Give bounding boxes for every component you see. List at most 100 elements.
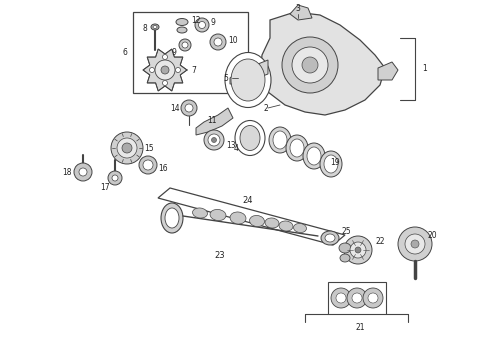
Text: 4: 4 — [233, 144, 238, 153]
Circle shape — [336, 293, 346, 303]
Text: 18: 18 — [63, 167, 72, 176]
Text: 22: 22 — [375, 238, 385, 247]
Ellipse shape — [165, 208, 179, 228]
Text: 13: 13 — [226, 140, 236, 149]
Ellipse shape — [161, 203, 183, 233]
Ellipse shape — [210, 210, 226, 221]
Circle shape — [208, 134, 220, 146]
Text: 16: 16 — [158, 163, 168, 172]
Circle shape — [344, 236, 372, 264]
Circle shape — [302, 57, 318, 73]
Circle shape — [411, 240, 419, 248]
Ellipse shape — [193, 208, 207, 218]
Circle shape — [195, 18, 209, 32]
Circle shape — [368, 293, 378, 303]
Circle shape — [175, 68, 180, 72]
Polygon shape — [230, 60, 268, 84]
Text: 12: 12 — [191, 15, 200, 24]
Ellipse shape — [307, 147, 321, 165]
Ellipse shape — [294, 224, 306, 233]
Ellipse shape — [273, 131, 287, 149]
Ellipse shape — [176, 18, 188, 26]
Text: 1: 1 — [422, 63, 427, 72]
Circle shape — [112, 175, 118, 181]
Circle shape — [139, 156, 157, 174]
Circle shape — [117, 138, 137, 158]
Text: 19: 19 — [330, 158, 340, 166]
Ellipse shape — [339, 243, 351, 253]
Circle shape — [204, 130, 224, 150]
Ellipse shape — [279, 221, 293, 231]
Text: 7: 7 — [191, 66, 196, 75]
Text: 5: 5 — [223, 73, 228, 82]
Text: 15: 15 — [144, 144, 154, 153]
Text: 3: 3 — [295, 4, 300, 13]
Circle shape — [292, 47, 328, 83]
Text: 10: 10 — [228, 36, 238, 45]
Circle shape — [331, 288, 351, 308]
Circle shape — [355, 247, 361, 253]
Circle shape — [347, 288, 367, 308]
Circle shape — [163, 54, 168, 59]
Polygon shape — [378, 62, 398, 80]
Bar — [133, 12, 248, 93]
Circle shape — [212, 138, 217, 143]
Ellipse shape — [324, 155, 338, 173]
Circle shape — [161, 66, 169, 74]
Ellipse shape — [235, 121, 265, 156]
Circle shape — [181, 100, 197, 116]
Polygon shape — [143, 49, 187, 91]
Circle shape — [350, 242, 366, 258]
Text: 21: 21 — [355, 323, 365, 332]
Circle shape — [143, 160, 153, 170]
Text: 17: 17 — [100, 183, 110, 192]
Ellipse shape — [153, 26, 157, 28]
Circle shape — [182, 42, 188, 48]
Text: 2: 2 — [263, 104, 268, 112]
Text: 20: 20 — [428, 231, 438, 240]
Circle shape — [108, 171, 122, 185]
Ellipse shape — [286, 135, 308, 161]
Circle shape — [122, 143, 132, 153]
Circle shape — [363, 288, 383, 308]
Polygon shape — [158, 188, 345, 245]
Text: 9: 9 — [210, 18, 215, 27]
Text: 25: 25 — [342, 228, 352, 237]
Circle shape — [198, 22, 205, 28]
Ellipse shape — [230, 212, 246, 224]
Ellipse shape — [249, 216, 265, 226]
Ellipse shape — [177, 27, 187, 33]
Ellipse shape — [290, 139, 304, 157]
Circle shape — [155, 60, 175, 80]
Text: 24: 24 — [243, 195, 253, 204]
Ellipse shape — [320, 151, 342, 177]
Polygon shape — [196, 108, 233, 135]
Ellipse shape — [265, 218, 279, 228]
Ellipse shape — [325, 234, 335, 242]
Circle shape — [179, 39, 191, 51]
Text: 6: 6 — [122, 48, 127, 57]
Text: 11: 11 — [207, 116, 217, 125]
Circle shape — [214, 38, 222, 46]
Circle shape — [398, 227, 432, 261]
Polygon shape — [260, 12, 385, 115]
Text: 9: 9 — [171, 48, 176, 57]
Ellipse shape — [240, 126, 260, 150]
Ellipse shape — [303, 143, 325, 169]
Circle shape — [282, 37, 338, 93]
Ellipse shape — [151, 24, 159, 30]
Circle shape — [74, 163, 92, 181]
Ellipse shape — [231, 59, 265, 101]
Ellipse shape — [269, 127, 291, 153]
Circle shape — [185, 104, 193, 112]
Text: 23: 23 — [215, 251, 225, 260]
Circle shape — [210, 34, 226, 50]
Ellipse shape — [340, 254, 350, 262]
Circle shape — [163, 81, 168, 86]
Ellipse shape — [225, 53, 271, 108]
Polygon shape — [290, 5, 312, 20]
Circle shape — [405, 234, 425, 254]
Ellipse shape — [321, 231, 339, 245]
Circle shape — [352, 293, 362, 303]
Bar — [328, 282, 386, 314]
